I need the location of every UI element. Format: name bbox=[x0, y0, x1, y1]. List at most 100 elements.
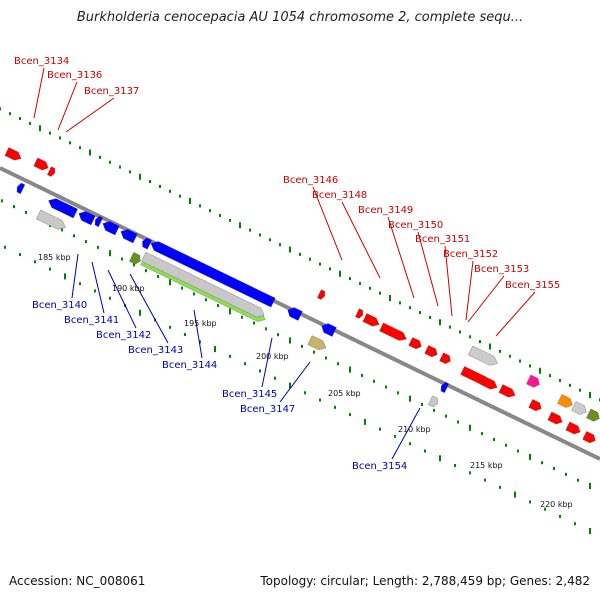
reverse-gene[interactable] bbox=[46, 196, 78, 219]
tick-mark bbox=[385, 385, 387, 389]
forward-gene-label[interactable]: Bcen_3148 bbox=[312, 190, 367, 201]
forward-gene[interactable] bbox=[526, 374, 541, 389]
reverse-gene[interactable] bbox=[149, 239, 276, 308]
tick-mark bbox=[289, 337, 291, 344]
forward-gene[interactable] bbox=[468, 345, 499, 368]
tick-mark bbox=[349, 277, 351, 281]
reverse-gene-label[interactable]: Bcen_3154 bbox=[352, 461, 407, 472]
forward-gene[interactable] bbox=[557, 394, 575, 409]
forward-gene[interactable] bbox=[36, 209, 67, 232]
tick-mark bbox=[159, 184, 161, 188]
leader-line bbox=[465, 260, 474, 321]
tick-mark bbox=[424, 449, 426, 453]
reverse-gene[interactable] bbox=[15, 182, 26, 195]
tick-mark bbox=[493, 437, 495, 441]
reverse-gene[interactable] bbox=[140, 237, 152, 250]
reverse-gene-label[interactable]: Bcen_3147 bbox=[240, 404, 295, 415]
forward-gene[interactable] bbox=[424, 345, 440, 358]
forward-gene-label[interactable]: Bcen_3134 bbox=[14, 56, 69, 67]
tick-mark bbox=[219, 214, 221, 218]
tick-mark bbox=[409, 306, 411, 310]
forward-gene-label[interactable]: Bcen_3137 bbox=[84, 86, 139, 97]
forward-gene[interactable] bbox=[47, 166, 56, 178]
tick-mark bbox=[19, 117, 21, 121]
reverse-gene[interactable] bbox=[93, 215, 104, 228]
tick-mark bbox=[169, 189, 171, 193]
forward-gene[interactable] bbox=[565, 421, 583, 436]
reverse-gene[interactable] bbox=[286, 305, 303, 321]
reverse-gene[interactable] bbox=[439, 381, 450, 394]
forward-gene[interactable] bbox=[362, 313, 381, 328]
forward-gene[interactable] bbox=[355, 308, 364, 320]
label-leaders bbox=[33, 67, 536, 460]
tick-mark bbox=[289, 382, 291, 389]
forward-gene-label[interactable]: Bcen_3153 bbox=[474, 264, 529, 275]
reverse-gene[interactable] bbox=[77, 209, 96, 226]
tick-mark bbox=[94, 289, 96, 293]
tick-mark bbox=[49, 131, 51, 135]
reverse-gene-label[interactable]: Bcen_3142 bbox=[96, 330, 151, 341]
reverse-gene-label[interactable]: Bcen_3145 bbox=[222, 389, 277, 400]
tick-mark bbox=[373, 379, 375, 383]
forward-gene[interactable] bbox=[307, 335, 329, 353]
tick-mark bbox=[274, 376, 276, 380]
tick-mark bbox=[9, 112, 11, 116]
tick-mark bbox=[445, 414, 447, 418]
tick-mark bbox=[499, 485, 501, 489]
tick-mark bbox=[121, 257, 123, 261]
forward-gene[interactable] bbox=[317, 289, 326, 301]
forward-gene[interactable] bbox=[408, 337, 424, 350]
tick-mark bbox=[184, 333, 186, 337]
tick-mark bbox=[553, 467, 555, 471]
tick-mark bbox=[109, 250, 111, 257]
forward-gene[interactable] bbox=[129, 252, 142, 265]
reverse-gene[interactable] bbox=[101, 219, 120, 236]
reverse-gene-label[interactable]: Bcen_3141 bbox=[64, 315, 119, 326]
tick-mark bbox=[0, 107, 1, 111]
leader-line bbox=[129, 273, 169, 344]
forward-gene[interactable] bbox=[498, 384, 517, 399]
forward-gene[interactable] bbox=[528, 399, 544, 412]
accession-label: Accession: NC_008061 bbox=[9, 574, 146, 588]
forward-gene[interactable] bbox=[428, 395, 440, 408]
forward-gene-label[interactable]: Bcen_3150 bbox=[388, 220, 443, 231]
reverse-gene-label[interactable]: Bcen_3143 bbox=[128, 345, 183, 356]
tick-mark bbox=[339, 270, 341, 277]
tick-mark bbox=[289, 246, 291, 253]
reverse-gene[interactable] bbox=[320, 321, 337, 337]
forward-gene-label[interactable]: Bcen_3146 bbox=[283, 175, 338, 186]
tick-mark bbox=[199, 204, 201, 208]
forward-gene[interactable] bbox=[439, 352, 453, 365]
tick-mark bbox=[97, 245, 99, 249]
scale-label: 220 kbp bbox=[540, 500, 573, 509]
tick-mark bbox=[89, 149, 91, 156]
tick-mark bbox=[99, 155, 101, 159]
forward-gene[interactable] bbox=[141, 252, 267, 319]
forward-gene[interactable] bbox=[547, 411, 565, 426]
tick-mark bbox=[379, 427, 381, 431]
forward-gene[interactable] bbox=[4, 147, 23, 162]
tick-mark bbox=[139, 309, 141, 316]
forward-gene[interactable] bbox=[586, 408, 600, 423]
scale-label: 190 kbp bbox=[112, 284, 145, 293]
reverse-gene-label[interactable]: Bcen_3144 bbox=[162, 360, 217, 371]
forward-gene[interactable] bbox=[480, 376, 499, 391]
tick-mark bbox=[529, 500, 531, 504]
tick-mark bbox=[429, 315, 431, 319]
forward-gene-label[interactable]: Bcen_3151 bbox=[415, 234, 470, 245]
forward-gene[interactable] bbox=[571, 401, 589, 416]
tick-mark bbox=[145, 269, 147, 273]
leader-line bbox=[387, 216, 415, 299]
tick-mark bbox=[109, 296, 111, 300]
forward-gene[interactable] bbox=[33, 157, 51, 172]
forward-gene-label[interactable]: Bcen_3152 bbox=[443, 249, 498, 260]
forward-gene[interactable] bbox=[582, 431, 598, 444]
reverse-gene[interactable] bbox=[119, 227, 138, 244]
forward-gene-label[interactable]: Bcen_3155 bbox=[505, 280, 560, 291]
tick-mark bbox=[189, 198, 191, 204]
reverse-gene-label[interactable]: Bcen_3140 bbox=[32, 300, 87, 311]
forward-gene-label[interactable]: Bcen_3136 bbox=[47, 70, 102, 81]
forward-gene-label[interactable]: Bcen_3149 bbox=[358, 205, 413, 216]
forward-gene[interactable] bbox=[379, 322, 408, 343]
tick-mark bbox=[169, 325, 171, 329]
